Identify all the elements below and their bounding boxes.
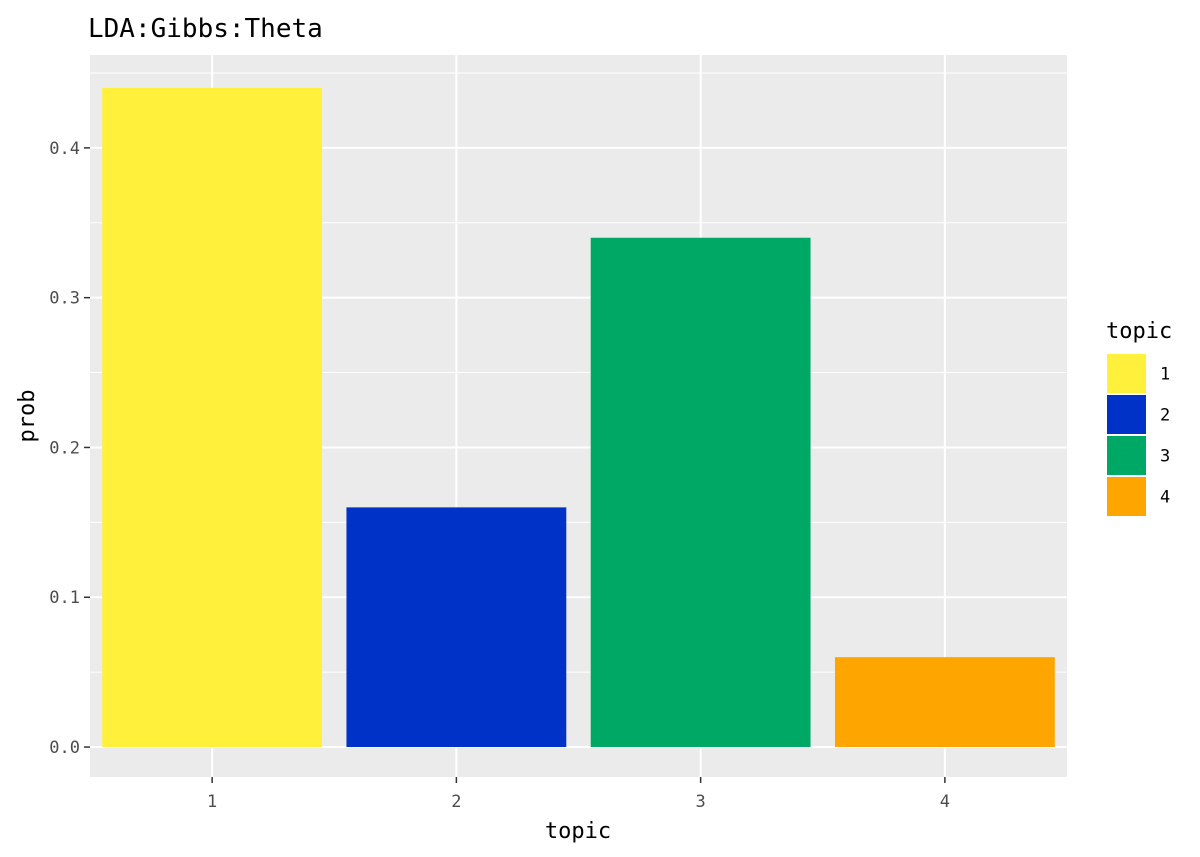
x-tick-label: 3 — [696, 792, 706, 812]
bar — [346, 507, 567, 748]
y-tick-label: 0.4 — [49, 139, 80, 159]
x-axis: 1 2 3 4 — [207, 777, 950, 812]
chart-title: LDA:Gibbs:Theta — [88, 14, 323, 44]
y-axis: 0.0 0.1 0.2 0.3 0.4 — [49, 139, 90, 758]
legend-title: topic — [1106, 319, 1172, 344]
legend-key — [1107, 395, 1146, 434]
y-tick-label: 0.1 — [49, 588, 80, 608]
bars — [102, 87, 1055, 748]
legend-label: 4 — [1160, 488, 1170, 508]
y-axis-title: prob — [15, 390, 40, 443]
y-tick-label: 0.0 — [49, 738, 80, 758]
x-tick-label: 4 — [940, 792, 950, 812]
legend-key — [1107, 436, 1146, 475]
legend: topic 1 2 3 4 — [1106, 319, 1172, 516]
x-tick-label: 2 — [451, 792, 461, 812]
legend-items: 1 2 3 4 — [1107, 354, 1170, 516]
x-axis-title: topic — [545, 819, 611, 844]
y-tick-label: 0.2 — [49, 438, 80, 458]
legend-key — [1107, 477, 1146, 516]
bar — [834, 657, 1055, 748]
legend-label: 3 — [1160, 447, 1170, 467]
y-tick-label: 0.3 — [49, 289, 80, 309]
legend-label: 1 — [1160, 365, 1170, 385]
bar — [590, 237, 811, 748]
bar — [102, 87, 323, 748]
x-tick-label: 1 — [207, 792, 217, 812]
legend-label: 2 — [1160, 406, 1170, 426]
legend-key — [1107, 354, 1146, 393]
